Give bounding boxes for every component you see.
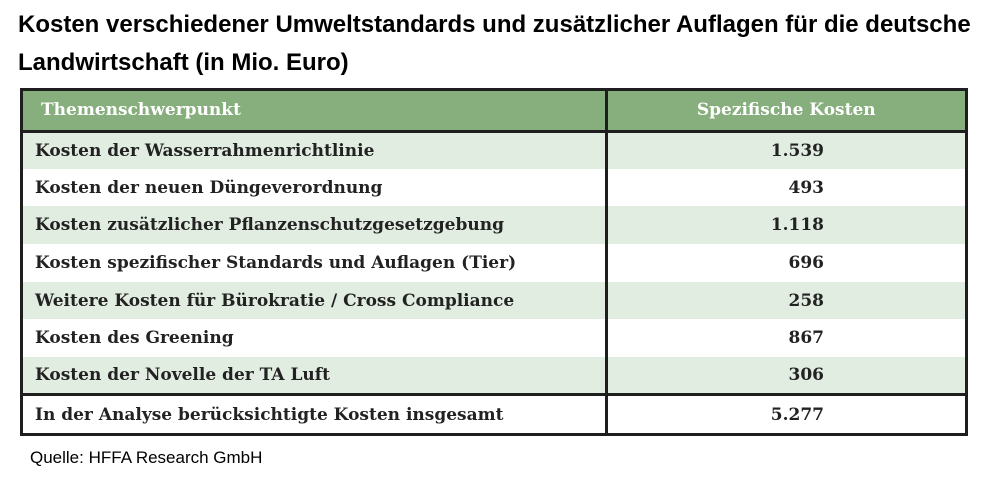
row-cost: 258 — [606, 281, 965, 320]
cost-table-container: Themenschwerpunkt Spezifische Kosten Kos… — [20, 88, 968, 436]
table-row: Kosten spezifischer Standards und Auflag… — [23, 244, 965, 282]
row-topic: Kosten der neuen Düngeverordnung — [23, 168, 608, 207]
row-cost: 696 — [606, 244, 965, 282]
table-row: Kosten zusätzlicher Pflanzenschutzgesetz… — [23, 206, 965, 245]
row-cost: 306 — [606, 357, 965, 395]
total-row: In der Analyse berücksichtigte Kosten in… — [23, 393, 965, 433]
table-row: Kosten der neuen Düngeverordnung 493 — [23, 168, 965, 207]
column-header-cost: Spezifische Kosten — [606, 91, 965, 133]
row-cost: 1.118 — [606, 206, 965, 245]
table-row: Weitere Kosten für Bürokratie / Cross Co… — [23, 281, 965, 320]
row-topic: Kosten des Greening — [23, 319, 608, 358]
source-note: Quelle: HFFA Research GmbH — [30, 448, 263, 467]
row-topic: Kosten spezifischer Standards und Auflag… — [23, 244, 608, 282]
column-header-topic: Themenschwerpunkt — [23, 91, 608, 133]
row-topic: Weitere Kosten für Bürokratie / Cross Co… — [23, 281, 608, 320]
table-row: Kosten des Greening 867 — [23, 319, 965, 358]
table-row: Kosten der Novelle der TA Luft 306 — [23, 357, 965, 395]
row-topic: Kosten zusätzlicher Pflanzenschutzgesetz… — [23, 206, 608, 245]
total-topic: In der Analyse berücksichtigte Kosten in… — [23, 393, 608, 433]
table-header-row: Themenschwerpunkt Spezifische Kosten — [23, 91, 965, 133]
page-title: Kosten verschiedener Umweltstandards und… — [18, 11, 971, 76]
total-cost: 5.277 — [606, 393, 965, 433]
cost-table: Themenschwerpunkt Spezifische Kosten Kos… — [23, 91, 965, 433]
row-cost: 1.539 — [606, 131, 965, 169]
row-topic: Kosten der Novelle der TA Luft — [23, 357, 608, 395]
row-topic: Kosten der Wasserrahmenrichtlinie — [23, 131, 608, 169]
table-row: Kosten der Wasserrahmenrichtlinie 1.539 — [23, 131, 965, 169]
row-cost: 493 — [606, 168, 965, 207]
row-cost: 867 — [606, 319, 965, 358]
